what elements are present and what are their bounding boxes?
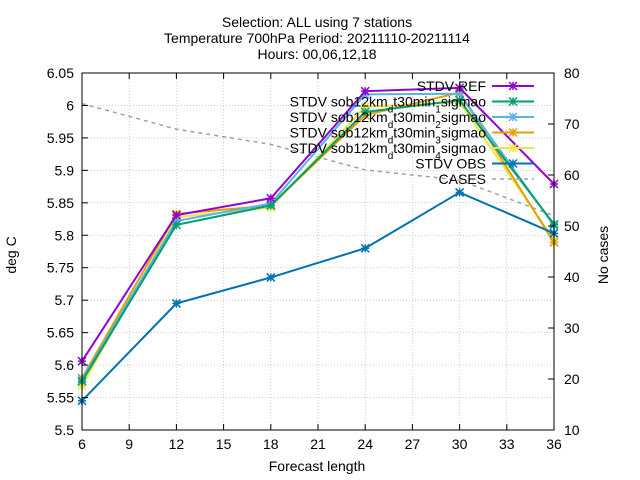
data-point (360, 86, 370, 96)
plot-frame (81, 72, 555, 431)
y-tick-label: 5.85 (47, 195, 74, 211)
legend-marker (508, 112, 518, 122)
x-tick-label: 24 (357, 436, 373, 452)
legend-label: STDV OBS (415, 156, 486, 172)
x-tick-label: 18 (263, 436, 279, 452)
legend-label: STDV sob12kmdt30min1sigmao (290, 94, 487, 116)
data-point (171, 298, 181, 308)
y-tick-label: 5.55 (47, 390, 74, 406)
y-tick-label: 5.6 (55, 357, 75, 373)
legend-marker (508, 158, 518, 169)
y-tick-label: 6.05 (47, 65, 74, 81)
y-tick-label: 6 (66, 97, 74, 113)
y-tick-label: 5.7 (55, 292, 75, 308)
legend-marker (508, 127, 518, 138)
y-tick-label: 5.5 (55, 422, 75, 438)
x-axis-label: Forecast length (269, 458, 366, 474)
x-tick-label: 15 (216, 436, 232, 452)
series-1 (77, 95, 559, 386)
data-point (455, 95, 465, 105)
data-point (455, 83, 465, 93)
series-line (81, 99, 555, 382)
series-0 (77, 83, 559, 366)
y2-tick-label: 50 (564, 218, 580, 234)
title-line: Temperature 700hPa Period: 20211110-2021… (164, 30, 470, 46)
y2-tick-label: 20 (564, 371, 580, 387)
title-line: Selection: ALL using 7 stations (222, 14, 412, 30)
y-tick-label: 5.75 (47, 260, 74, 276)
data-point (455, 187, 465, 197)
data-point (266, 272, 276, 282)
y-axis-label: deg C (3, 236, 19, 273)
y2-axis-label: No cases (595, 226, 611, 284)
series-line (81, 86, 555, 362)
y2-tick-label: 30 (564, 320, 580, 336)
legend-label: STDV sob12kmdt30min2sigmao (290, 109, 487, 131)
chart-title: Selection: ALL using 7 stationsTemperatu… (164, 14, 470, 62)
y-tick-label: 5.65 (47, 325, 74, 341)
x-tick-label: 30 (452, 436, 468, 452)
y2-tick-label: 80 (564, 65, 580, 81)
data-point (360, 243, 370, 253)
y-tick-label: 5.95 (47, 130, 74, 146)
y-tick-label: 5.8 (55, 227, 75, 243)
legend-marker (508, 81, 518, 91)
x-tick-label: 6 (78, 436, 86, 452)
legend-label: STDV sob12kmdt30min3sigmao (290, 125, 487, 147)
y2-tick-label: 60 (564, 167, 580, 183)
series-line (81, 92, 555, 380)
title-line: Hours: 00,06,12,18 (257, 46, 376, 62)
data-point (266, 200, 276, 210)
x-tick-label: 36 (546, 436, 562, 452)
legend-marker (508, 96, 518, 107)
x-tick-label: 33 (499, 436, 515, 452)
y-tick-label: 5.9 (55, 162, 75, 178)
series-line (81, 101, 555, 387)
series-line (81, 191, 555, 402)
axes: 6 9 12 15 18 21 24 27 30 33 36 5.5 5.55 5.6 5.65 5.7 5.7… (47, 65, 580, 452)
data-point (171, 210, 181, 220)
legend-label: CASES (439, 171, 486, 187)
x-tick-label: 9 (125, 436, 133, 452)
y2-tick-label: 70 (564, 116, 580, 132)
y2-tick-label: 40 (564, 269, 580, 285)
grid (82, 73, 554, 430)
data-point (360, 107, 370, 117)
x-tick-label: 21 (310, 436, 326, 452)
legend-marker (508, 143, 518, 153)
x-tick-label: 12 (169, 436, 185, 452)
legend-label: STDV sob12kmdt30min4sigmao (290, 140, 487, 162)
data-point (171, 220, 181, 230)
data-point (266, 193, 276, 203)
y2-tick-label: 10 (564, 422, 580, 438)
legend-label: STDV REF (417, 78, 486, 94)
x-tick-label: 27 (405, 436, 421, 452)
